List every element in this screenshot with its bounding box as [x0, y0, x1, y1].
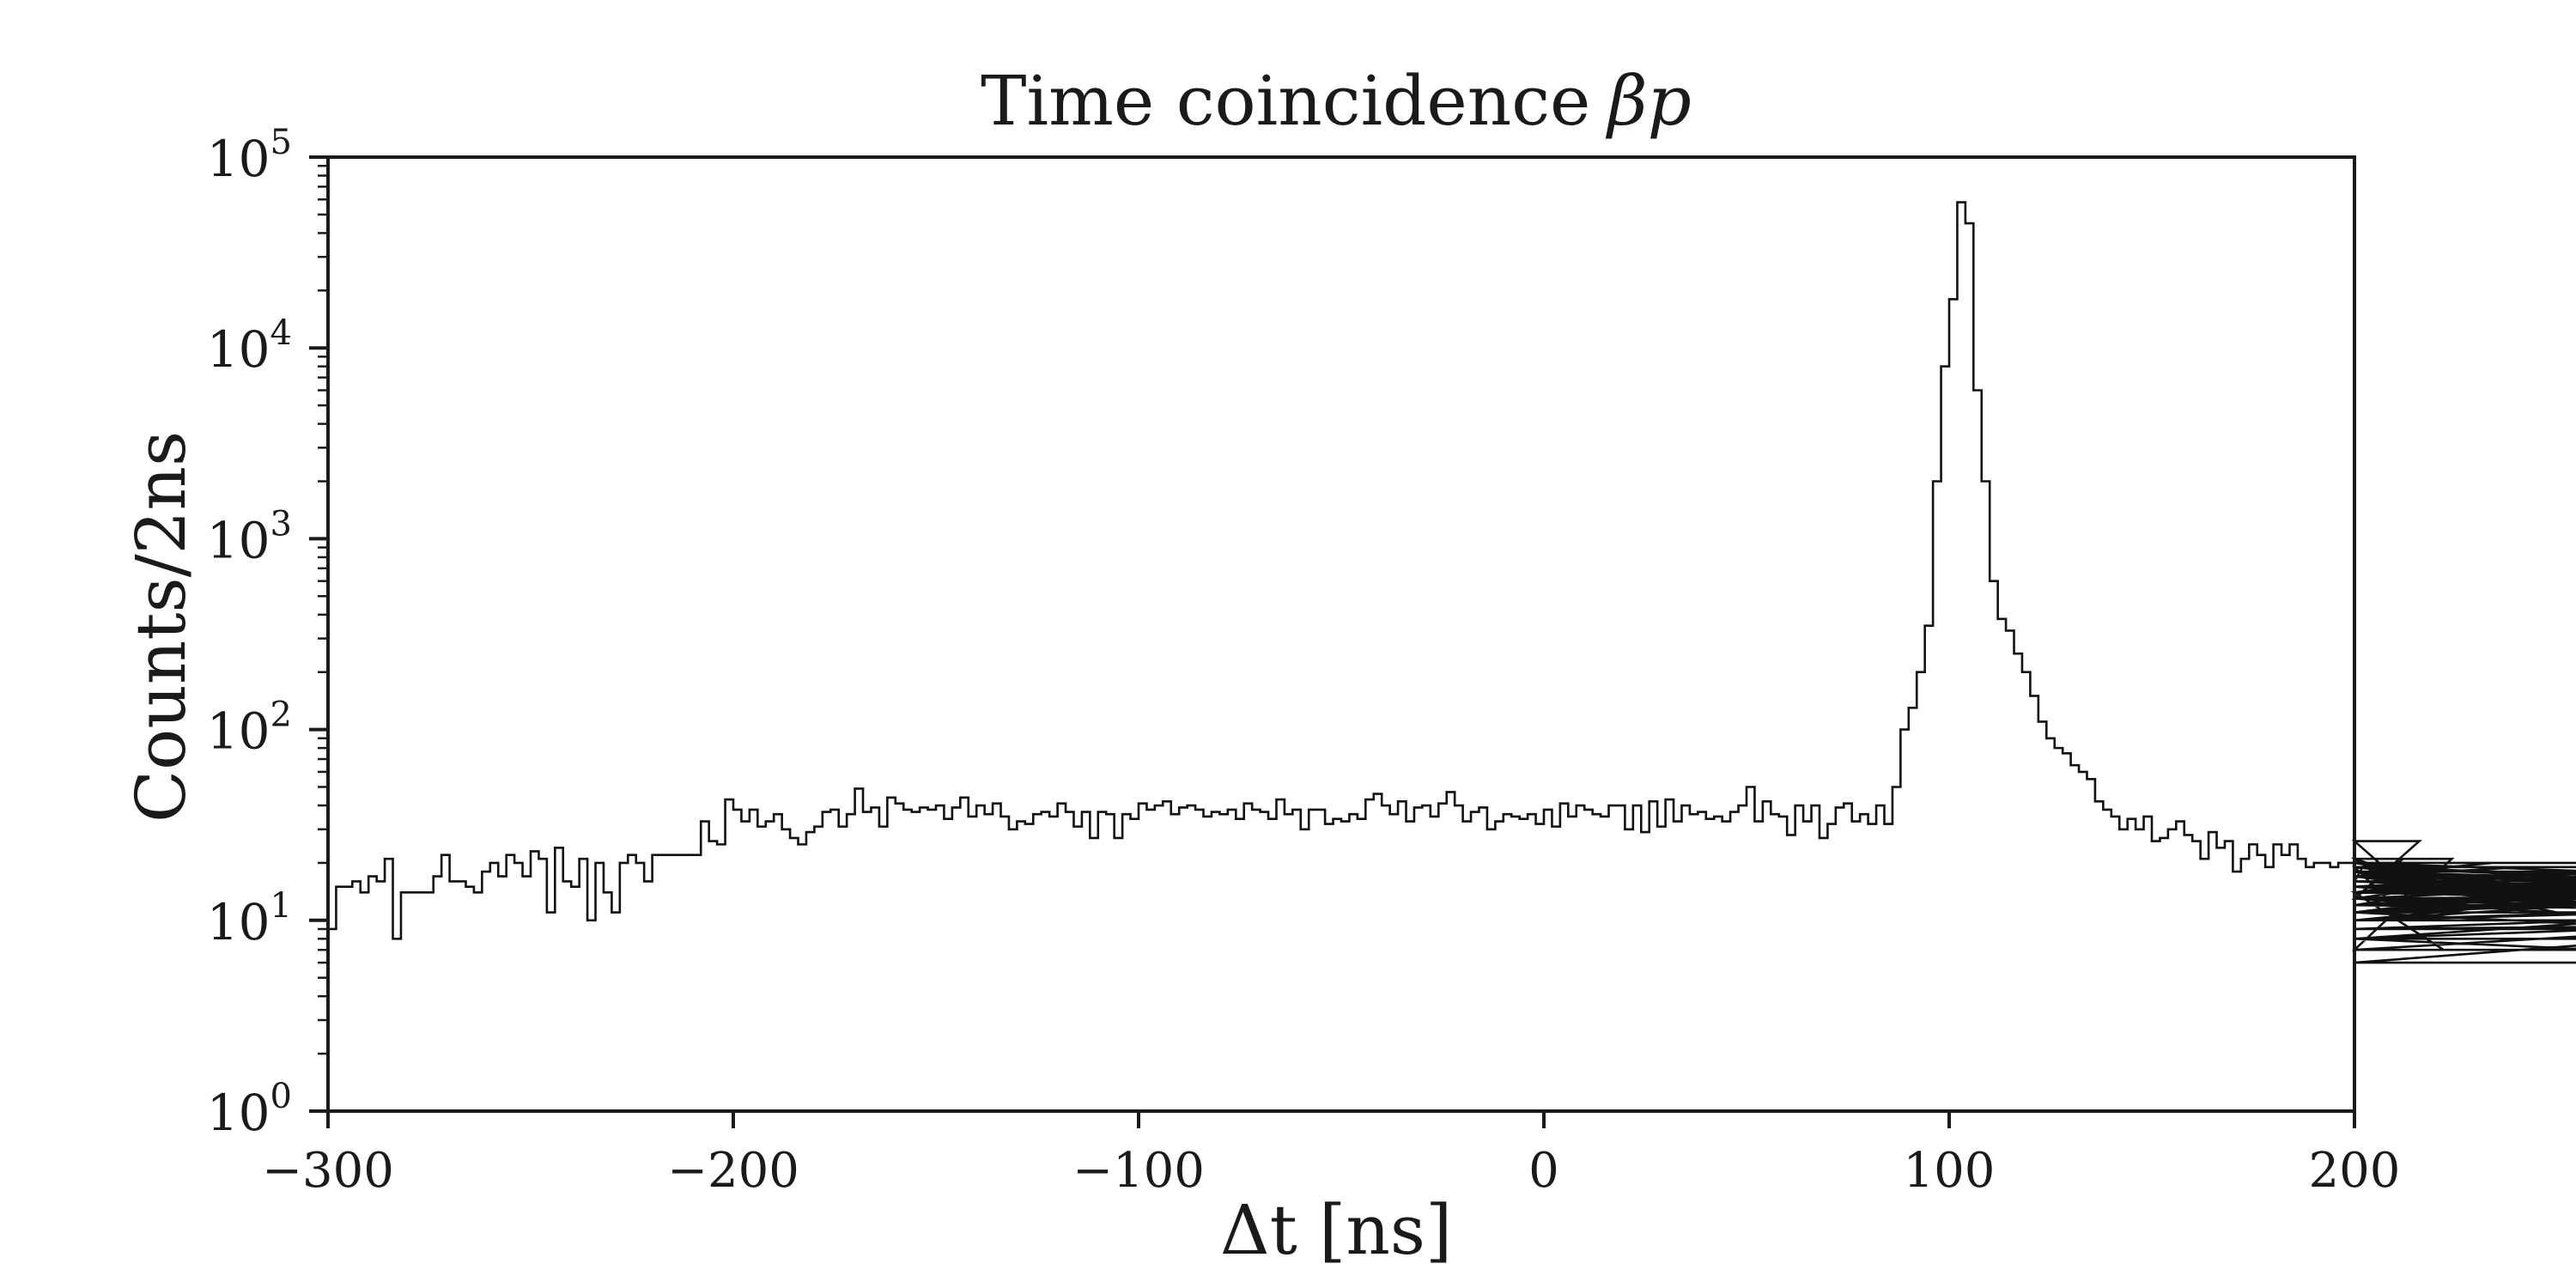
x-tick-label: −300 [262, 1143, 394, 1199]
y-axis-label: Counts/2ns [121, 431, 201, 823]
x-tick-labels: −300 −200 −100 0 100 200 [262, 1143, 2400, 1199]
y-tick-label-exponent: 4 [270, 313, 292, 353]
y-tick-label: 101 [207, 886, 292, 951]
x-tick-label: 200 [2309, 1143, 2401, 1199]
x-axis-label: Δt [ns] [1220, 1190, 1452, 1270]
y-tick-label: 100 [207, 1077, 292, 1142]
y-tick-label-exponent: 3 [270, 504, 292, 544]
y-tick-label-exponent: 2 [270, 696, 292, 735]
chart-title: Time coincidence βp [981, 61, 1692, 141]
plot-frame [326, 155, 2356, 1113]
y-tick-label-base: 10 [207, 320, 270, 379]
y-tick-label-base: 10 [207, 130, 270, 188]
x-tick-label: −100 [1072, 1143, 1205, 1199]
y-tick-label-base: 10 [207, 893, 270, 951]
x-tick-label: 0 [1528, 1143, 1559, 1199]
y-tick-label-exponent: 0 [270, 1077, 292, 1116]
y-tick-label-base: 10 [207, 702, 270, 761]
y-tick-label-base: 10 [207, 1084, 270, 1142]
y-tick-label: 105 [207, 123, 292, 188]
chart-title-symbol: βp [1605, 61, 1691, 141]
major-ticks [309, 155, 2356, 1128]
y-tick-label-exponent: 5 [270, 123, 292, 162]
y-tick-label: 102 [207, 696, 292, 761]
y-tick-label-base: 10 [207, 511, 270, 569]
x-tick-label: −200 [667, 1143, 799, 1199]
x-tick-label: 100 [1904, 1143, 1996, 1199]
data-layer [328, 201, 2576, 964]
y-tick-label: 103 [207, 504, 292, 569]
chart-title-text: Time coincidence [981, 61, 1590, 141]
y-tick-label: 104 [207, 313, 292, 379]
histogram-series-line [328, 201, 2576, 964]
y-tick-label-exponent: 1 [270, 886, 292, 926]
